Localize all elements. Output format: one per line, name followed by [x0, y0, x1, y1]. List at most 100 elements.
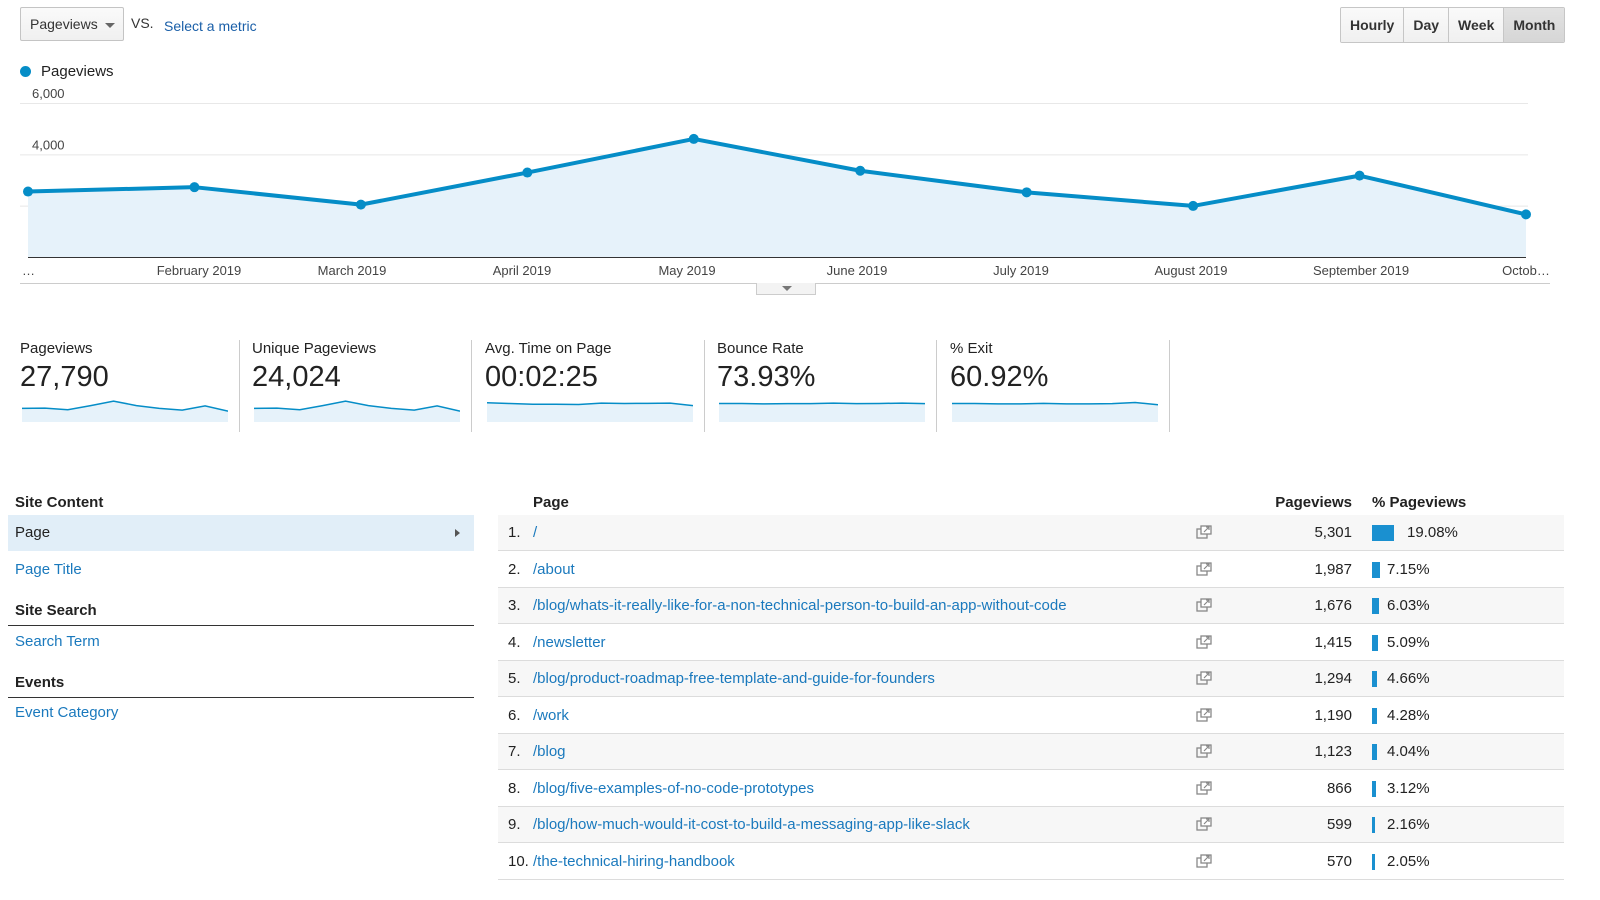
row-index: 4.: [508, 633, 521, 651]
open-page-icon[interactable]: [1196, 671, 1212, 685]
chevron-right-icon: [455, 529, 460, 537]
scorecard[interactable]: Unique Pageviews 24,024: [252, 340, 462, 432]
open-page-icon[interactable]: [1196, 525, 1212, 539]
x-tick-label: August 2019: [1154, 263, 1227, 278]
scorecard[interactable]: % Exit 60.92%: [950, 340, 1160, 432]
y-tick-label: 4,000: [32, 137, 65, 152]
pct-value: 6.03%: [1387, 597, 1430, 614]
open-page-icon[interactable]: [1196, 598, 1212, 612]
page-link[interactable]: /newsletter: [533, 633, 606, 651]
select-metric-link[interactable]: Select a metric: [164, 18, 257, 34]
scorecard-label: Bounce Rate: [717, 340, 804, 357]
column-header-page[interactable]: Page: [533, 494, 569, 511]
pageviews-value: 1,415: [1314, 633, 1352, 651]
scorecard-sparkline: [254, 400, 460, 422]
scorecard-divider: [936, 340, 937, 432]
sidebar-heading-events: Events: [8, 674, 474, 698]
period-hourly-button[interactable]: Hourly: [1341, 8, 1405, 42]
data-point: [522, 167, 533, 178]
open-page-icon[interactable]: [1196, 744, 1212, 758]
vs-label: VS.: [131, 15, 154, 31]
sparkline-line: [487, 402, 693, 407]
pct-value: 4.66%: [1387, 670, 1430, 687]
open-page-icon[interactable]: [1196, 817, 1212, 831]
table-row: 2. /about 1,987 7.15%: [498, 552, 1564, 588]
scorecard-sparkline: [719, 402, 925, 422]
open-page-icon[interactable]: [1196, 780, 1212, 795]
sidebar-item-page[interactable]: Page: [8, 515, 474, 551]
table-row: 3. /blog/whats-it-really-like-for-a-non-t…: [498, 588, 1564, 624]
table-row: 6. /work 1,190 4.28%: [498, 698, 1564, 734]
open-page-icon[interactable]: [1196, 561, 1212, 576]
pct-value: 19.08%: [1407, 524, 1458, 541]
scorecard-divider: [239, 340, 240, 432]
row-index: 7.: [508, 743, 521, 760]
period-day-button[interactable]: Day: [1404, 8, 1450, 42]
sidebar-item-page-title[interactable]: Page Title: [15, 561, 82, 578]
chart-collapse-handle[interactable]: [756, 283, 816, 295]
column-header-pageviews[interactable]: Pageviews: [1275, 494, 1352, 511]
sidebar-item-event-category[interactable]: Event Category: [15, 704, 119, 721]
data-point: [1521, 209, 1531, 220]
scorecard-label: Unique Pageviews: [252, 340, 377, 357]
page-link[interactable]: /work: [533, 706, 569, 724]
scorecard-label: Avg. Time on Page: [485, 340, 612, 357]
sparkline-area: [487, 402, 693, 422]
page-link[interactable]: /blog/how-much-would-it-cost-to-build-a-…: [533, 816, 970, 833]
scorecard-value: 24,024: [252, 361, 341, 393]
period-month-button[interactable]: Month: [1504, 8, 1565, 42]
period-week-button[interactable]: Week: [1449, 8, 1505, 42]
chart-legend: Pageviews: [20, 63, 114, 80]
table-row: 8. /blog/five-examples-of-no-code-prototy…: [498, 771, 1564, 807]
table-row: 4. /newsletter 1,415 5.09%: [498, 625, 1564, 661]
scorecard-value: 73.93%: [717, 361, 816, 393]
open-page-icon[interactable]: [1196, 707, 1212, 722]
pageviews-value: 1,123: [1314, 743, 1352, 760]
data-point: [355, 199, 366, 210]
share-bar: [1372, 561, 1381, 578]
data-point: [688, 133, 699, 144]
share-bar: [1372, 707, 1377, 724]
metric-select[interactable]: Pageviews: [20, 7, 124, 41]
sidebar-item-search-term[interactable]: Search Term: [15, 633, 100, 650]
metric-select-label: Pageviews: [30, 16, 98, 32]
x-tick-label: February 2019: [157, 263, 242, 278]
pageviews-value: 5,301: [1314, 524, 1352, 541]
scorecard[interactable]: Avg. Time on Page 00:02:25: [485, 340, 695, 432]
sparkline-line: [952, 401, 1158, 406]
row-index: 3.: [508, 597, 521, 614]
legend-label: Pageviews: [41, 63, 114, 80]
sparkline-area: [719, 403, 925, 422]
column-header-pct-pageviews[interactable]: % Pageviews: [1372, 494, 1467, 511]
sparkline-line: [22, 400, 228, 412]
y-tick-label: 6,000: [32, 86, 65, 101]
page-link[interactable]: /the-technical-hiring-handbook: [533, 852, 735, 870]
table-row: 5. /blog/product-roadmap-free-template-an…: [498, 661, 1564, 697]
scorecard[interactable]: Bounce Rate 73.93%: [717, 340, 927, 432]
data-point: [855, 165, 866, 176]
series-area: [28, 138, 1526, 257]
data-point: [1188, 200, 1199, 211]
pct-value: 7.15%: [1387, 560, 1430, 578]
chevron-down-icon: [105, 23, 115, 28]
page-link[interactable]: /blog/whats-it-really-like-for-a-non-tec…: [533, 597, 1067, 614]
sparkline-area: [952, 402, 1158, 422]
open-page-icon[interactable]: [1196, 634, 1212, 649]
x-tick-label: May 2019: [658, 263, 715, 278]
sidebar-heading-site-search: Site Search: [8, 602, 474, 626]
page-link[interactable]: /: [533, 524, 538, 541]
data-point: [1354, 170, 1365, 181]
pageviews-value: 1,294: [1314, 670, 1352, 687]
scorecard-value: 00:02:25: [485, 361, 598, 393]
share-bar: [1372, 598, 1379, 614]
scorecard[interactable]: Pageviews 27,790: [20, 340, 230, 432]
legend-dot-icon: [20, 66, 31, 77]
page-link[interactable]: /blog/five-examples-of-no-code-prototype…: [533, 779, 814, 797]
page-link[interactable]: /blog/product-roadmap-free-template-and-…: [533, 670, 935, 687]
open-page-icon[interactable]: [1196, 853, 1212, 868]
pageviews-value: 1,987: [1314, 560, 1352, 578]
pageviews-value: 866: [1326, 779, 1352, 797]
scorecard-divider: [1169, 340, 1170, 432]
page-link[interactable]: /blog: [533, 743, 566, 760]
page-link[interactable]: /about: [533, 560, 575, 578]
